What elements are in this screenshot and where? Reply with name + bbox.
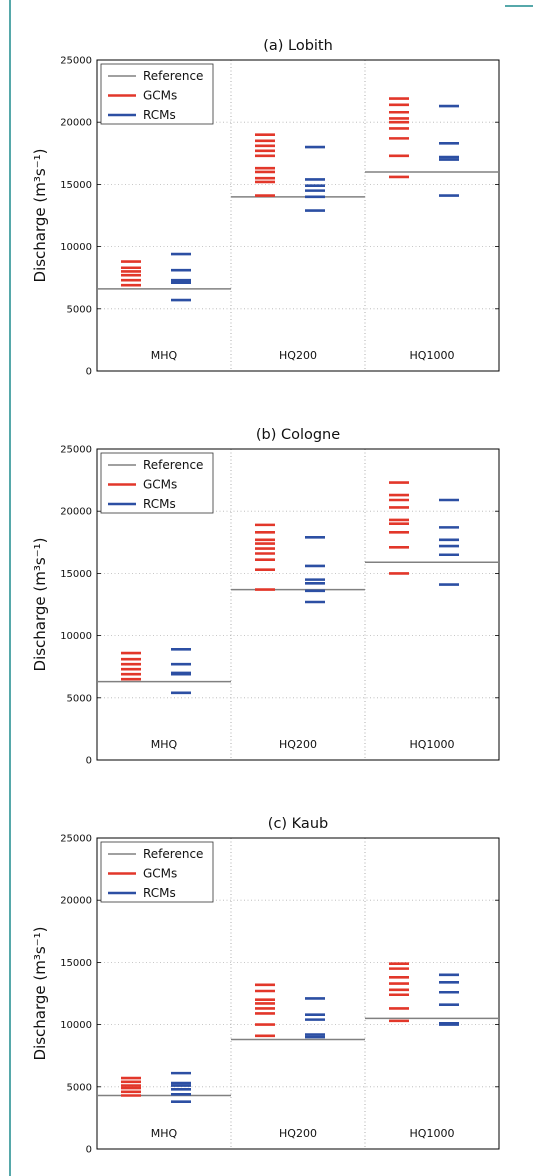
y-tick-label: 15000 — [60, 180, 92, 191]
category-label: HQ200 — [279, 349, 317, 362]
legend-item-rcms: RCMs — [108, 497, 176, 511]
category-label: HQ1000 — [410, 738, 455, 751]
category-label: HQ1000 — [410, 1127, 455, 1140]
y-tick-label: 10000 — [60, 242, 92, 253]
legend-label: Reference — [143, 458, 203, 472]
legend-label: RCMs — [143, 108, 176, 122]
category-label: MHQ — [151, 1127, 178, 1140]
y-tick-label: 20000 — [60, 507, 92, 518]
y-tick-label: 10000 — [60, 631, 92, 642]
y-tick-label: 20000 — [60, 896, 92, 907]
category-label: MHQ — [151, 738, 178, 751]
legend-item-gcms: GCMs — [108, 478, 177, 492]
y-axis-label: Discharge (m³s⁻¹) — [31, 538, 49, 672]
y-tick-label: 25000 — [60, 445, 92, 456]
legend-label: RCMs — [143, 886, 176, 900]
y-tick-label: 5000 — [67, 1082, 92, 1093]
chart-panel-1: (a) Lobith Discharge (m³s⁻¹) 0 5000 10000 150… — [31, 38, 500, 378]
y-tick-label: 5000 — [67, 304, 92, 315]
legend-item-reference: Reference — [108, 847, 203, 861]
chart-panel-3: (c) Kaub Discharge (m³s⁻¹) 0 5000 10000 15000… — [31, 816, 500, 1156]
legend-item-rcms: RCMs — [108, 108, 176, 122]
plot-area-frame — [96, 448, 500, 761]
chart-panel-2: (b) Cologne Discharge (m³s⁻¹) 0 5000 10000 15… — [31, 427, 500, 767]
legend-item-gcms: GCMs — [108, 867, 177, 881]
legend-item-reference: Reference — [108, 69, 203, 83]
y-tick-label: 0 — [86, 756, 92, 767]
plot-area-frame — [96, 837, 500, 1150]
legend-label: GCMs — [143, 478, 177, 492]
y-tick-label: 15000 — [60, 958, 92, 969]
y-tick-label: 0 — [86, 367, 92, 378]
y-tick-label: 25000 — [60, 56, 92, 67]
chart-title: (c) Kaub — [268, 816, 328, 832]
chart-title: (a) Lobith — [263, 38, 333, 54]
category-label: HQ200 — [279, 1127, 317, 1140]
category-label: HQ200 — [279, 738, 317, 751]
legend-item-gcms: GCMs — [108, 89, 177, 103]
legend-item-reference: Reference — [108, 458, 203, 472]
legend-label: GCMs — [143, 89, 177, 103]
legend-label: RCMs — [143, 497, 176, 511]
y-tick-label: 0 — [86, 1145, 92, 1156]
y-tick-label: 15000 — [60, 569, 92, 580]
legend-label: Reference — [143, 69, 203, 83]
category-label: HQ1000 — [410, 349, 455, 362]
y-axis-label: Discharge (m³s⁻¹) — [31, 149, 49, 283]
y-tick-label: 5000 — [67, 693, 92, 704]
chart-title: (b) Cologne — [256, 427, 340, 443]
y-tick-label: 10000 — [60, 1020, 92, 1031]
legend-item-rcms: RCMs — [108, 886, 176, 900]
y-axis-label: Discharge (m³s⁻¹) — [31, 927, 49, 1061]
legend: Reference GCMs RCMs — [100, 63, 214, 125]
legend: Reference GCMs RCMs — [100, 841, 214, 903]
legend-label: Reference — [143, 847, 203, 861]
category-label: MHQ — [151, 349, 178, 362]
plot-area-frame — [96, 59, 500, 372]
y-tick-label: 25000 — [60, 834, 92, 845]
legend-label: GCMs — [143, 867, 177, 881]
legend: Reference GCMs RCMs — [100, 452, 214, 514]
y-tick-label: 20000 — [60, 118, 92, 129]
